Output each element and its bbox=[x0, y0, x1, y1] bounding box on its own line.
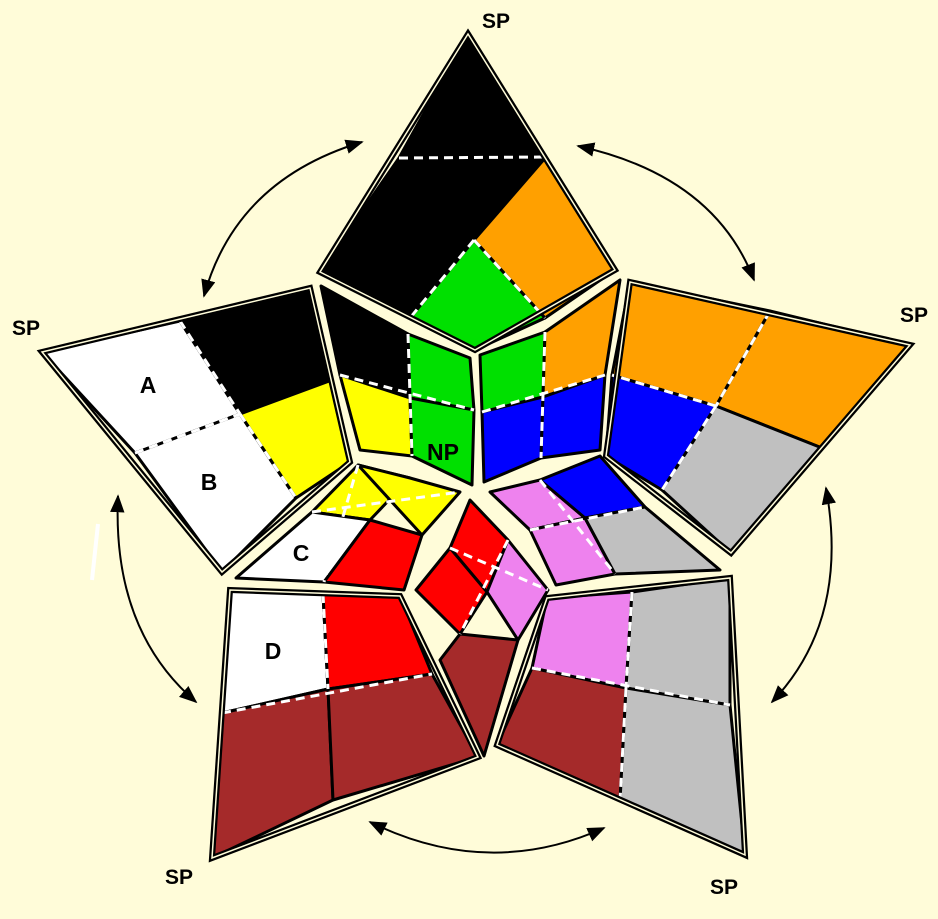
seam-line bbox=[481, 373, 606, 414]
center-green-np bbox=[408, 396, 476, 487]
seam-line bbox=[322, 464, 360, 583]
seam-line bbox=[238, 413, 298, 499]
rotation-arrow-top-right bbox=[576, 142, 755, 282]
sp-label-top: SP bbox=[482, 10, 510, 33]
label-np: NP bbox=[427, 439, 459, 465]
seam-line bbox=[531, 666, 731, 707]
seam-line bbox=[611, 373, 717, 408]
label-a: A bbox=[140, 372, 157, 398]
seam-line bbox=[660, 405, 718, 491]
sp-label-bottom-left: SP bbox=[165, 866, 193, 889]
label-c: C bbox=[293, 540, 310, 566]
arrow-layer bbox=[90, 139, 836, 854]
bottom-left-point-red bbox=[321, 592, 434, 691]
bottom-right-point-gray-top bbox=[624, 576, 732, 707]
frame-right-point-highlight bbox=[605, 281, 912, 555]
rotation-arrow-bottom bbox=[368, 821, 606, 854]
seam-line bbox=[624, 591, 634, 689]
light-streak bbox=[90, 523, 100, 581]
seam-line bbox=[458, 539, 510, 635]
seam-line bbox=[406, 333, 414, 457]
rotation-arrow-top-left bbox=[201, 139, 364, 298]
sp-label-bottom-right: SP bbox=[710, 876, 738, 899]
seam-line bbox=[529, 505, 646, 532]
frame-bottom-left-point-highlight bbox=[211, 589, 480, 860]
seam-line bbox=[311, 490, 461, 514]
center-blue-small-left bbox=[480, 395, 545, 484]
seam-line bbox=[618, 687, 628, 802]
seam-line bbox=[449, 546, 549, 592]
frame-layer bbox=[36, 28, 916, 863]
rotation-arrow-left bbox=[110, 494, 198, 704]
center-red-left bbox=[322, 518, 424, 592]
seam-line bbox=[714, 310, 772, 407]
seam-line bbox=[538, 479, 617, 575]
seam-line bbox=[134, 412, 241, 455]
seam-line bbox=[398, 155, 547, 160]
frame-bottom-right-point-highlight bbox=[496, 577, 746, 857]
label-d: D bbox=[265, 638, 282, 664]
sp-label-right: SP bbox=[900, 304, 928, 327]
rotation-arrow-right bbox=[770, 486, 836, 704]
seam-line bbox=[221, 672, 433, 715]
seam-line bbox=[472, 238, 547, 320]
seam-line bbox=[321, 593, 330, 690]
center-brown-bottom bbox=[438, 632, 520, 758]
frame-top-point-highlight bbox=[318, 32, 617, 351]
seam-line bbox=[178, 320, 242, 415]
sp-label-left: SP bbox=[12, 317, 40, 340]
seam-line bbox=[339, 373, 475, 412]
label-b: B bbox=[201, 469, 218, 495]
seam-line bbox=[408, 239, 476, 319]
